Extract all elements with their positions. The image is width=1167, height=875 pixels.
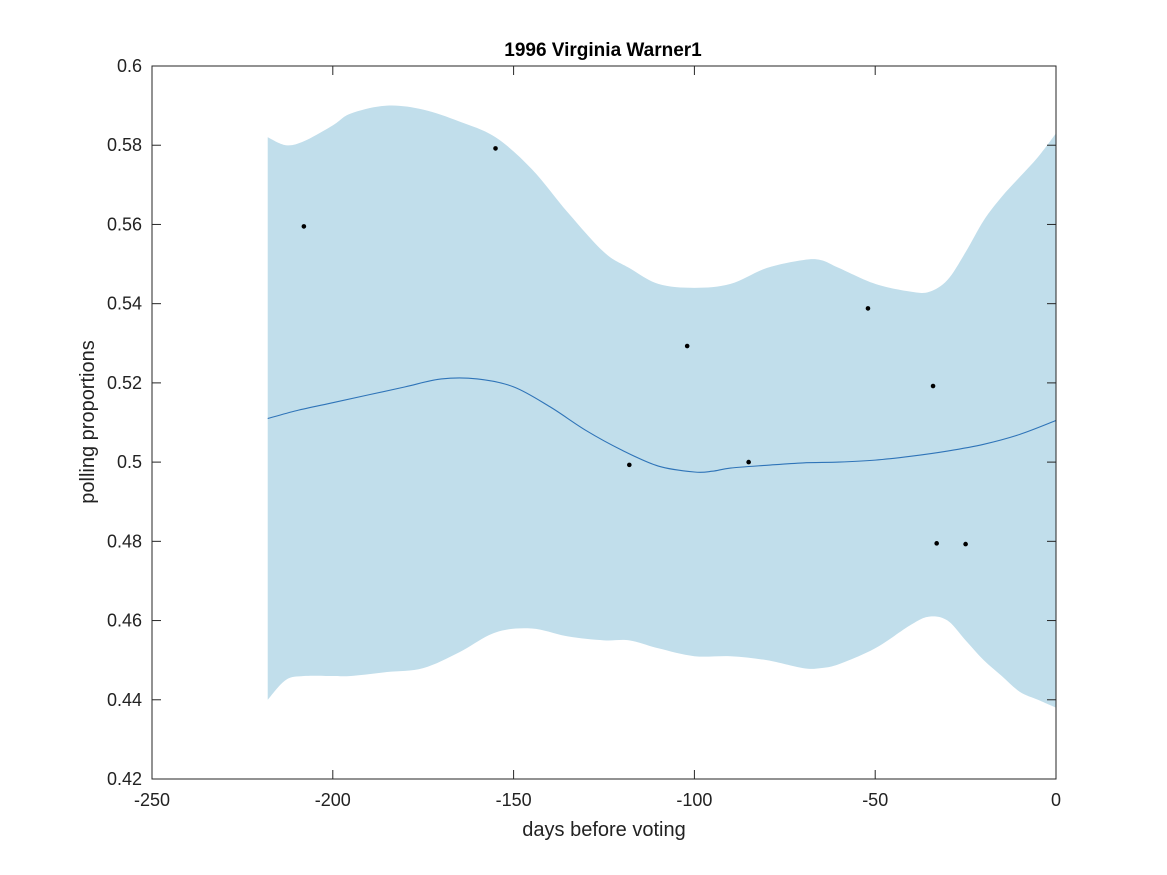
y-tick-label: 0.54: [107, 294, 142, 314]
y-tick-label: 0.44: [107, 690, 142, 710]
x-tick-label: -100: [676, 790, 712, 810]
data-point: [746, 459, 751, 465]
data-point: [865, 306, 871, 311]
y-axis-label: polling proportions: [77, 340, 99, 503]
data-point: [627, 462, 632, 468]
y-tick-label: 0.46: [107, 611, 142, 631]
y-tick-label: 0.42: [107, 769, 142, 789]
plot-area: [267, 105, 1057, 708]
plot-frame: [151, 65, 1057, 780]
x-axis-label: days before voting: [522, 819, 685, 841]
y-tick-label: 0.48: [107, 531, 142, 551]
data-point: [301, 224, 307, 229]
chart-title: 1996 Virginia Warner1: [504, 40, 702, 61]
axis-ticks: -250 -200 -150 -100 -50 0 0.42 0.44 0.46 0.48 0.5 0…: [107, 56, 1061, 810]
data-point: [493, 146, 498, 151]
y-tick-label: 0.52: [107, 373, 142, 393]
data-point: [684, 343, 690, 349]
confidence-band: [267, 105, 1056, 708]
y-tick-label: 0.56: [107, 214, 142, 234]
data-point: [963, 541, 968, 547]
x-tick-label: 0: [1051, 790, 1061, 810]
y-tick-label: 0.6: [117, 56, 142, 76]
data-point: [930, 383, 936, 389]
mean-line: [267, 377, 1057, 473]
x-tick-label: -150: [496, 790, 532, 810]
y-tick-label: 0.5: [117, 452, 142, 472]
x-tick-label: -250: [134, 790, 170, 810]
x-tick-label: -200: [315, 790, 351, 810]
data-point: [934, 541, 939, 546]
y-tick-label: 0.58: [107, 135, 142, 155]
x-tick-label: -50: [862, 790, 888, 810]
